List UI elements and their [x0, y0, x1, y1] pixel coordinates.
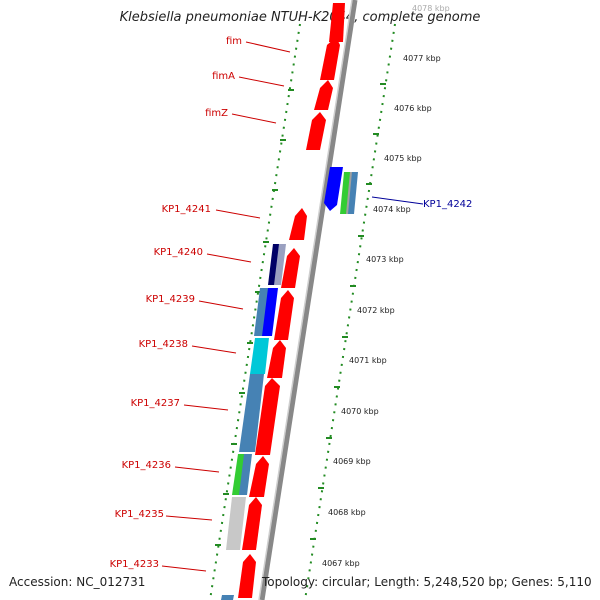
scale-label: 4069 kbp	[333, 457, 371, 466]
cds-arrow[interactable]	[320, 37, 340, 80]
cog-block-steel-1[interactable]	[254, 288, 268, 336]
scale-labels: 4078 kbp 4077 kbp 4076 kbp 4075 kbp 4074…	[322, 4, 450, 568]
cog-block-steel-4[interactable]	[221, 595, 234, 600]
scale-label: 4074 kbp	[373, 205, 411, 214]
cog-block-steel-2[interactable]	[239, 374, 264, 452]
cds-arrow[interactable]	[249, 456, 269, 497]
label-leaders	[161, 41, 291, 572]
cds-features	[238, 3, 345, 598]
cds-arrow[interactable]	[267, 340, 286, 378]
gene-label[interactable]: KP1_4240	[154, 247, 203, 258]
genome-backbone-highlight	[258, 0, 353, 600]
scale-label: 4078 kbp	[412, 4, 450, 13]
gene-label[interactable]: fimZ	[205, 108, 228, 119]
cds-arrow[interactable]	[306, 112, 326, 150]
label-leader-blue	[371, 196, 424, 205]
cds-arrow[interactable]	[274, 290, 294, 340]
right-features	[324, 167, 358, 214]
cog-block-steel-right[interactable]	[347, 172, 358, 214]
cds-arrow-blue[interactable]	[324, 167, 343, 211]
accession-text: Accession: NC_012731	[9, 575, 146, 589]
cog-block-cyan[interactable]	[250, 338, 269, 374]
scale-label: 4076 kbp	[394, 104, 432, 113]
cds-arrow[interactable]	[289, 208, 307, 240]
scale-label: 4070 kbp	[341, 407, 379, 416]
scale-label: 4075 kbp	[384, 154, 422, 163]
cog-block-green[interactable]	[232, 454, 246, 495]
gene-label[interactable]: KP1_4239	[146, 294, 195, 305]
cds-arrow[interactable]	[238, 554, 256, 598]
gene-label-right[interactable]: KP1_4242	[423, 199, 472, 210]
cog-block-gray-right[interactable]	[346, 172, 352, 214]
gene-labels-left: fim fimA fimZ KP1_4241 KP1_4240 KP1_4239…	[110, 36, 242, 570]
cog-block-gray[interactable]	[226, 497, 246, 550]
scale-label: 4067 kbp	[322, 559, 360, 568]
cds-arrow[interactable]	[329, 3, 345, 42]
gene-label[interactable]: KP1_4236	[122, 460, 171, 471]
topology-text: Topology: circular; Length: 5,248,520 bp…	[262, 575, 592, 589]
cog-block-gray-small[interactable]	[274, 244, 286, 285]
scale-line-inner-right	[304, 23, 396, 600]
map-title: Klebsiella pneumoniae NTUH-K2044, comple…	[119, 10, 481, 25]
scale-label: 4068 kbp	[328, 508, 366, 517]
cds-arrow[interactable]	[255, 378, 280, 455]
scale-label: 4077 kbp	[403, 54, 441, 63]
genome-backbone	[259, 0, 358, 600]
scale-label: 4071 kbp	[349, 356, 387, 365]
gene-label[interactable]: KP1_4237	[131, 398, 180, 409]
cog-block-steel-3[interactable]	[239, 454, 252, 495]
scale-line-inner-left	[209, 23, 301, 600]
gene-label[interactable]: KP1_4233	[110, 559, 159, 570]
gene-label[interactable]: fimA	[212, 71, 235, 82]
cds-arrow[interactable]	[314, 80, 333, 110]
gene-label[interactable]: KP1_4241	[162, 204, 211, 215]
cds-arrow[interactable]	[242, 497, 262, 550]
gene-label[interactable]: KP1_4235	[115, 509, 164, 520]
cog-block-green-right[interactable]	[340, 172, 351, 214]
gene-label[interactable]: KP1_4238	[139, 339, 188, 350]
scale-label: 4073 kbp	[366, 255, 404, 264]
gene-label[interactable]: fim	[226, 36, 242, 47]
cog-blocks	[221, 244, 286, 600]
scale-label: 4072 kbp	[357, 306, 395, 315]
scale-dotted-lines	[209, 23, 396, 600]
cds-arrow[interactable]	[281, 248, 300, 288]
